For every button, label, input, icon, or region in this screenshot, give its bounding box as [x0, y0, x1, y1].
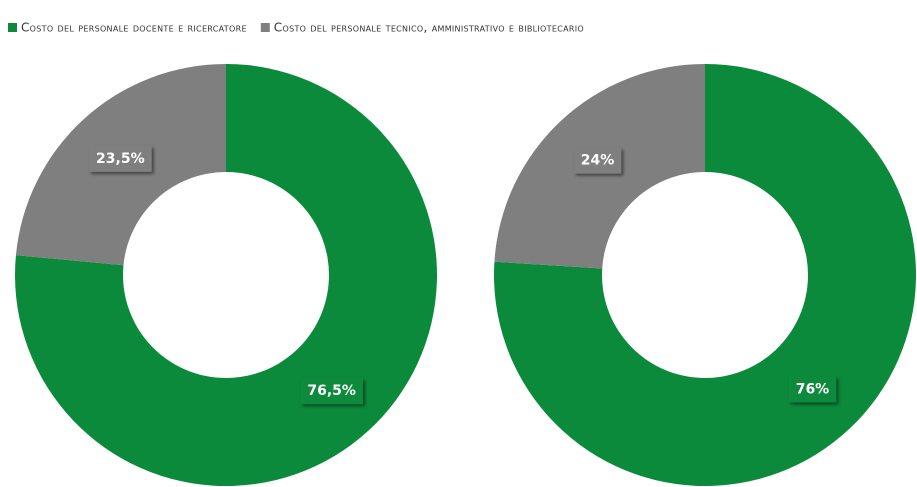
- donut: 76% 24%: [494, 64, 916, 486]
- value-label-box: [573, 147, 622, 174]
- legend-label: Costo del personale tecnico, amministrat…: [274, 21, 584, 35]
- plots: 76,5% 23,5% 76% 24%: [14, 64, 916, 486]
- value-label-box: [788, 376, 837, 403]
- value-label-box: [89, 145, 152, 172]
- legend-swatch: [8, 23, 17, 32]
- donut: 76,5% 23,5%: [14, 64, 437, 486]
- value-label: 76,5%: [307, 383, 356, 399]
- legend-label: Costo del personale docente e ricercator…: [21, 21, 247, 35]
- value-label-box: [300, 378, 363, 405]
- value-label: 24%: [581, 153, 615, 169]
- legend: Costo del personale docente e ricercator…: [8, 21, 584, 35]
- value-label: 23,5%: [96, 151, 145, 167]
- value-label: 76%: [796, 381, 830, 397]
- legend-swatch: [260, 23, 270, 32]
